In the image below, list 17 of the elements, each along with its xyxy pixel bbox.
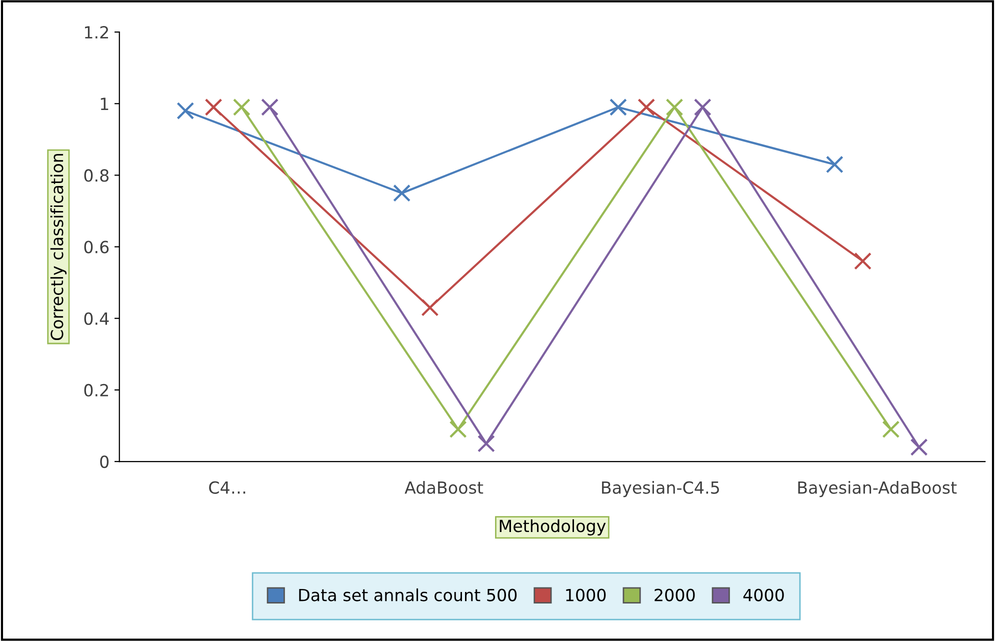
y-tick-label: 1.2 [85, 26, 108, 38]
y-tick-label: 0 [100, 455, 109, 468]
legend-label: Data set annals count 500 [299, 588, 517, 602]
y-tick-label: 0.6 [84, 240, 109, 254]
y-tick-label: 1 [100, 98, 108, 110]
x-axis-title: Methodology [500, 519, 606, 536]
y-axis-title: Correctly classification [50, 154, 67, 340]
legend-label: 1000 [566, 588, 606, 602]
y-tick-label: 0.8 [84, 169, 109, 182]
x-tick-label: Bayesian-C4.5 [602, 480, 719, 498]
y-tick-label: 0.4 [84, 312, 109, 325]
y-tick-label: 0.2 [84, 384, 108, 397]
legend-label: 2000 [654, 588, 695, 602]
x-tick-label: C4… [209, 481, 246, 494]
x-tick-label: Bayesian-AdaBoost [798, 480, 957, 498]
x-tick-label: AdaBoost [404, 480, 484, 494]
legend-label: 4000 [743, 588, 784, 602]
